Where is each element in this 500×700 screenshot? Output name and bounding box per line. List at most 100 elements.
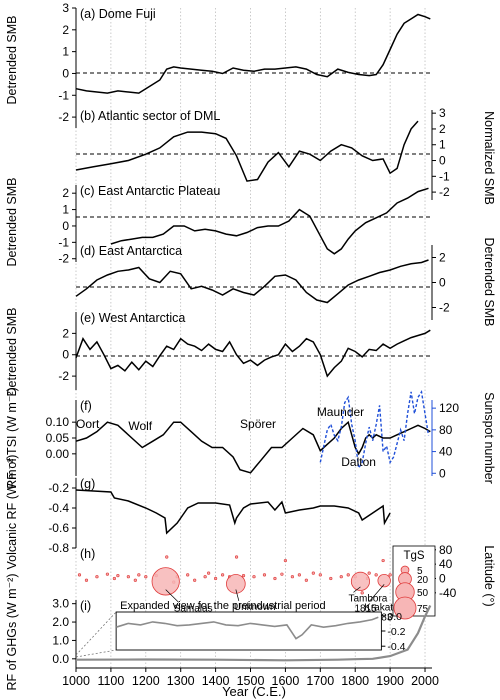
eruption-marker [367, 571, 371, 575]
y-tick-label: 3 [62, 1, 69, 15]
y-tick-label: -1 [58, 88, 69, 102]
y-tick-label: 2 [62, 23, 69, 37]
series-line [75, 259, 429, 304]
y-tick-label: -2 [58, 110, 69, 124]
y-axis-label: RF of TSI (W m⁻²) [5, 387, 19, 489]
eruption-marker [241, 574, 246, 578]
eruption-marker [346, 573, 350, 577]
y-tick-label: 2 [439, 122, 446, 136]
eruption-marker [388, 573, 392, 577]
x-tick-label: 1100 [97, 674, 124, 688]
eruption-marker [280, 572, 284, 576]
y-tick-label: 0.10 [46, 415, 70, 429]
eruption-marker [133, 578, 137, 582]
y-tick-label: 3.0 [52, 597, 69, 611]
y-tick-label: 0 [439, 154, 446, 168]
eruption-leader-line [165, 589, 179, 603]
minimum-label: Wolf [128, 419, 152, 433]
eruption-marker [95, 575, 99, 579]
y-tick-label: -0.4 [48, 501, 69, 515]
panel-title: (f) [80, 399, 92, 413]
panel-title: (b) Atlantic sector of DML [80, 109, 220, 123]
eruption-name: Krakatau [364, 603, 404, 614]
x-tick-label: 2000 [411, 674, 439, 688]
y-tick-label: 80 [439, 423, 453, 437]
inset-tick-label: 0.0 [387, 611, 402, 623]
y-tick-label: 0.0 [52, 652, 69, 666]
y-tick-label: -2 [58, 252, 69, 266]
y-tick-label: 2 [439, 251, 446, 265]
panel-title: (i) [80, 599, 91, 613]
eruption-marker-major [151, 567, 180, 596]
eruption-marker [165, 555, 169, 559]
y-tick-label: 0 [62, 348, 69, 362]
inset-connector [75, 649, 117, 658]
y-tick-label: -40 [439, 586, 457, 600]
x-axis-label: Year (C.E.) [222, 684, 286, 699]
series-line [110, 187, 429, 255]
series-line [319, 389, 430, 470]
eruption-marker [203, 575, 207, 579]
x-tick-label: 1800 [341, 674, 369, 688]
eruption-marker [77, 573, 82, 577]
eruption-marker [262, 573, 267, 577]
x-tick-label: 1900 [376, 674, 404, 688]
y-tick-label: -0.2 [48, 481, 69, 495]
eruption-name: Unknown [234, 602, 276, 613]
eruption-marker [329, 576, 333, 581]
eruption-marker [105, 572, 110, 576]
eruption-name: Tambora [348, 593, 387, 604]
inset-tick-label: -0.4 [387, 641, 405, 653]
x-tick-label: 1600 [272, 674, 300, 688]
eruption-marker [304, 578, 308, 582]
eruption-marker [339, 575, 343, 579]
y-tick-label: 1 [62, 45, 69, 59]
panel-title: (g) [80, 477, 95, 491]
y-axis-label: Normalized SMB [482, 111, 496, 205]
eruption-leader-line [353, 586, 361, 593]
eruption-marker-major [377, 573, 391, 588]
eruption-marker [360, 591, 364, 595]
eruption-leader-line [368, 584, 385, 602]
inset-frame [115, 611, 382, 651]
eruption-marker [116, 574, 120, 578]
eruption-marker [207, 571, 211, 575]
x-tick-label: 1500 [237, 674, 265, 688]
y-tick-label: 2 [62, 326, 69, 340]
eruption-marker [220, 573, 225, 577]
panel-title: (c) East Antarctic Plateau [80, 184, 220, 198]
y-tick-label: 0 [439, 276, 446, 290]
x-tick-label: 1000 [62, 674, 90, 688]
y-tick-label: 2.0 [52, 615, 69, 629]
y-tick-label: 0 [62, 219, 69, 233]
y-tick-label: 0.00 [46, 447, 70, 461]
x-tick-label: 1400 [202, 674, 230, 688]
minimum-label: Dalton [341, 455, 376, 469]
eruption-marker [84, 578, 89, 582]
y-tick-label: 1.0 [52, 633, 69, 647]
eruption-marker [374, 573, 378, 577]
eruption-marker [186, 573, 190, 577]
y-tick-label: 40 [439, 557, 453, 571]
y-tick-label: 0.05 [46, 431, 70, 445]
y-tick-label: 80 [439, 543, 453, 557]
y-axis-label: Detrended SMB [5, 308, 19, 397]
eruption-marker [234, 555, 239, 559]
eruption-marker-major [350, 571, 370, 591]
series-line [75, 489, 391, 535]
minimum-label: Maunder [317, 405, 364, 419]
eruption-marker [311, 571, 315, 575]
series-line [75, 420, 431, 474]
y-axis-label: Volcanic RF (W m⁻²) [5, 455, 19, 570]
y-tick-label: 3 [439, 106, 446, 120]
panel-title: (h) [80, 547, 95, 561]
y-tick-label: -0.8 [48, 541, 69, 555]
panel-title: (d) East Antarctica [80, 244, 182, 258]
y-tick-label: 1 [439, 138, 446, 152]
eruption-name: Samalas [174, 603, 213, 614]
y-axis-label: Detrended SMB [5, 178, 19, 267]
eruption-marker [252, 575, 256, 579]
y-tick-label: -1 [58, 235, 69, 249]
y-tick-label: -2 [58, 369, 69, 383]
